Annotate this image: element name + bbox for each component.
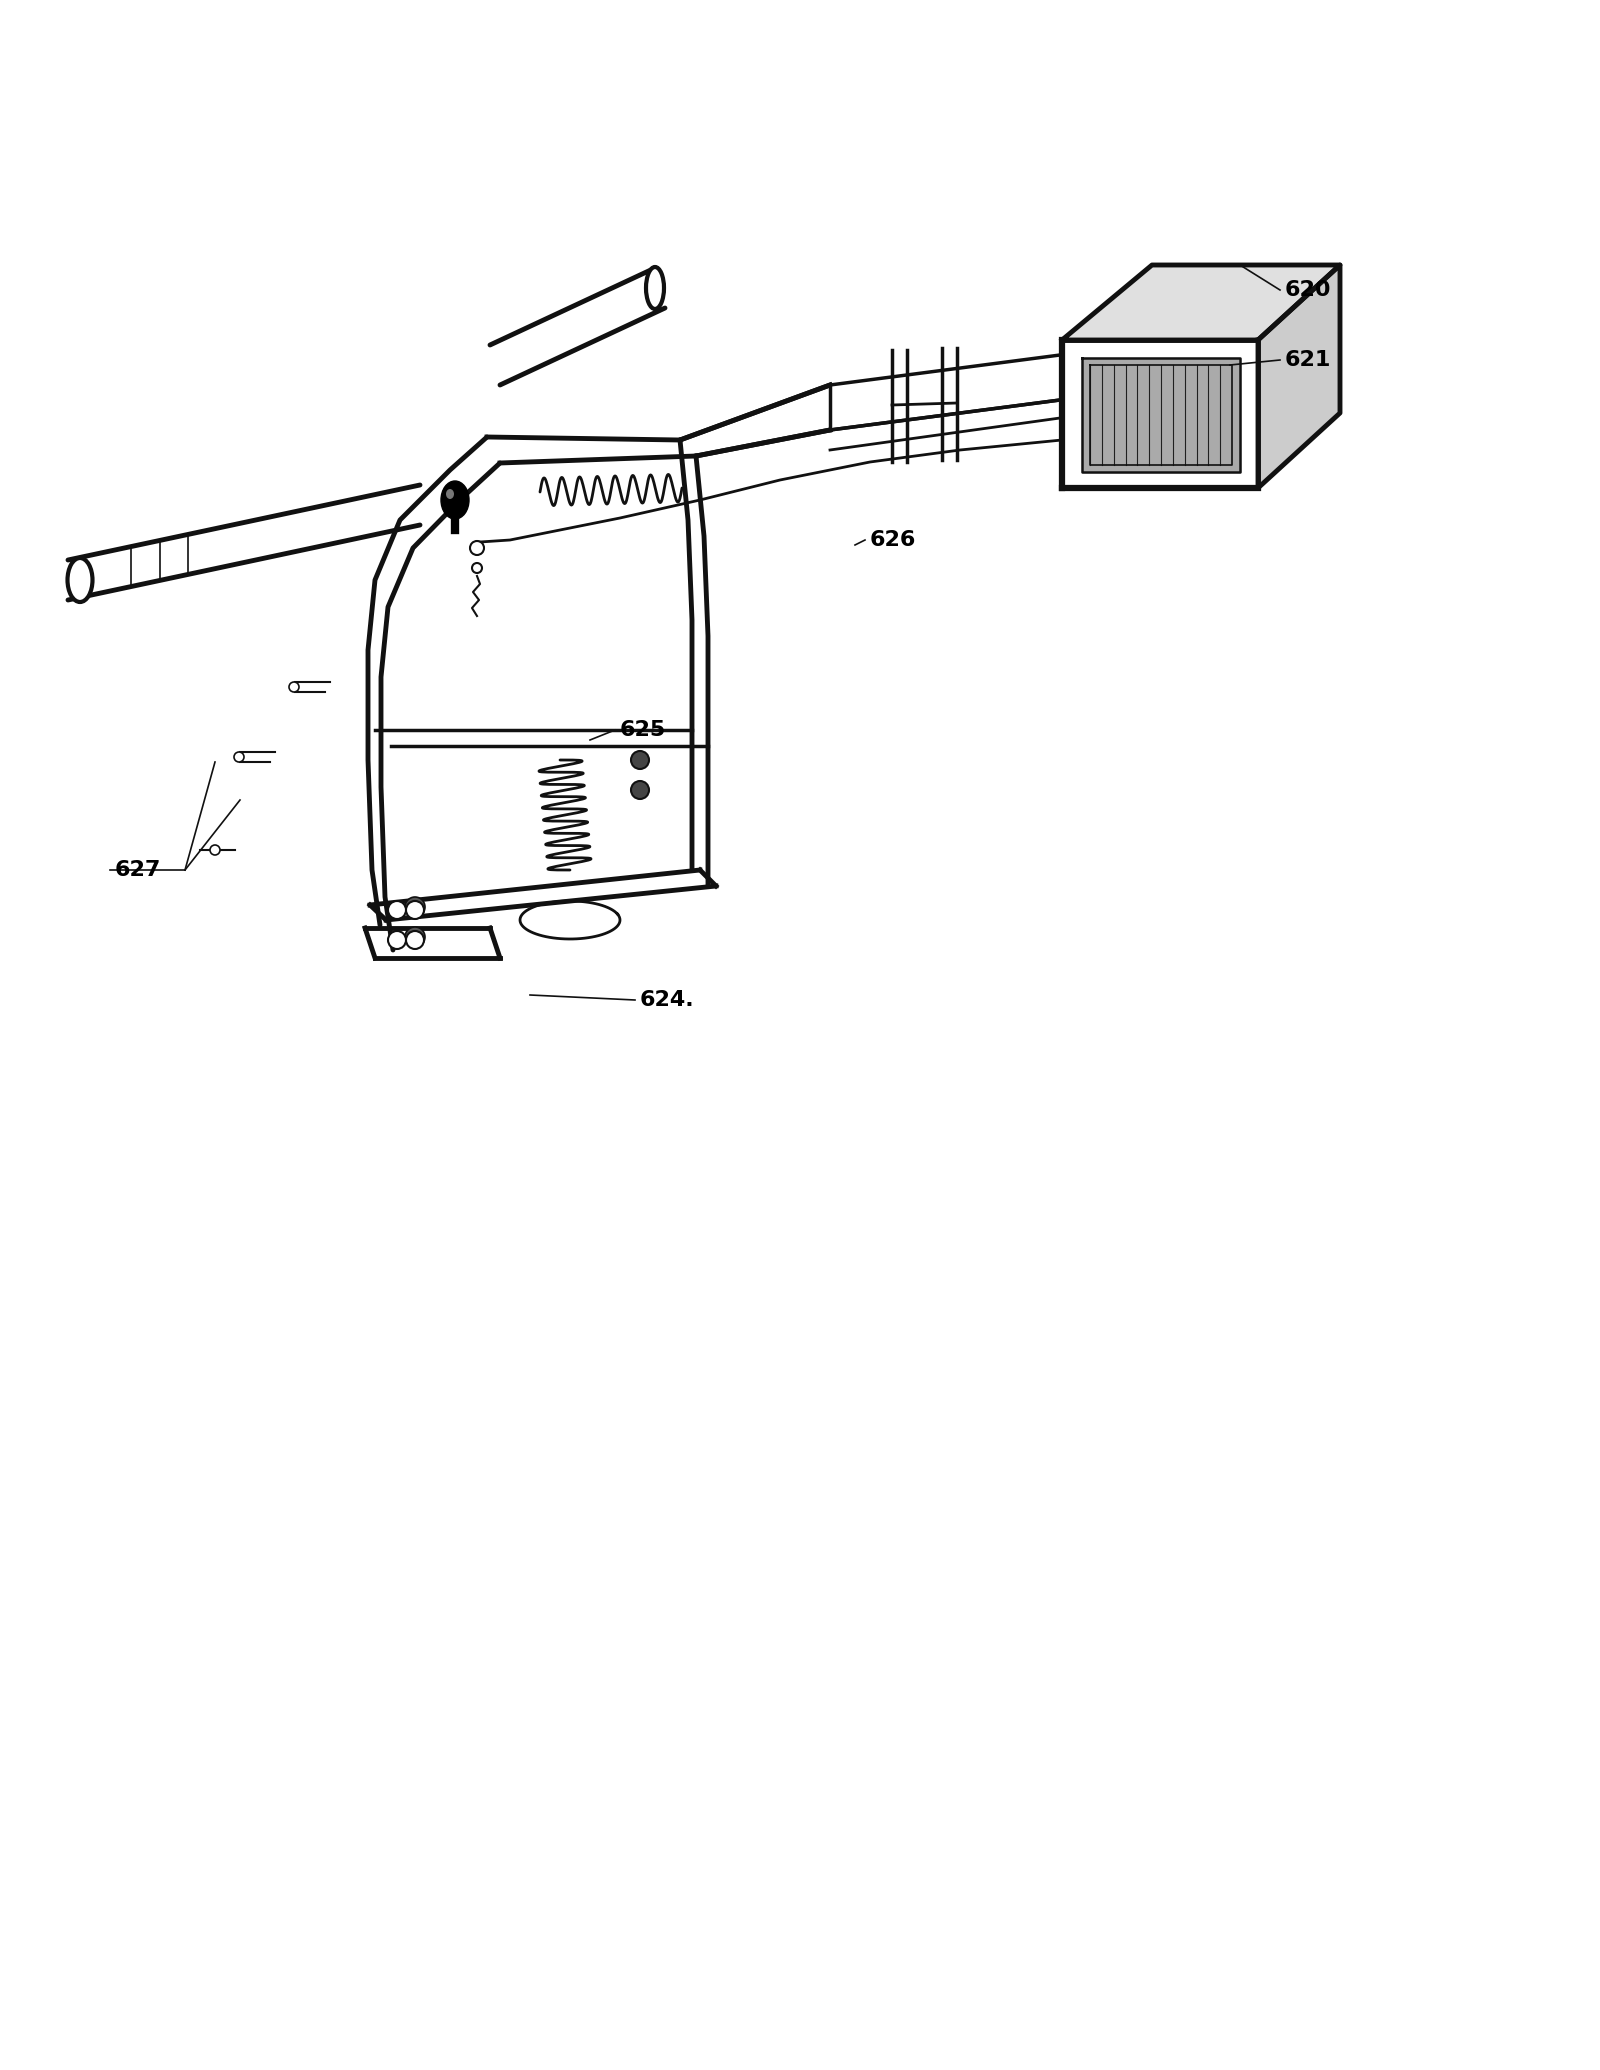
Polygon shape (680, 441, 707, 886)
Circle shape (470, 540, 483, 555)
Circle shape (387, 900, 406, 919)
Text: 624.: 624. (640, 989, 694, 1010)
Polygon shape (486, 437, 696, 464)
Ellipse shape (446, 489, 454, 499)
Text: 620: 620 (1285, 279, 1331, 300)
Polygon shape (1082, 358, 1240, 472)
Polygon shape (680, 385, 830, 455)
Ellipse shape (67, 559, 93, 602)
Polygon shape (67, 484, 419, 600)
Circle shape (387, 932, 406, 948)
Circle shape (406, 900, 424, 919)
Polygon shape (1062, 265, 1341, 339)
Polygon shape (368, 437, 499, 950)
Ellipse shape (442, 480, 469, 520)
Circle shape (630, 780, 650, 799)
Text: 625: 625 (621, 720, 666, 739)
Text: 621: 621 (1285, 350, 1331, 371)
Circle shape (405, 896, 426, 917)
Polygon shape (1258, 265, 1341, 489)
Text: 627: 627 (115, 859, 162, 880)
Polygon shape (370, 869, 717, 919)
Ellipse shape (646, 267, 664, 308)
Polygon shape (830, 354, 1059, 431)
Polygon shape (374, 731, 707, 745)
Polygon shape (490, 267, 666, 385)
Polygon shape (893, 350, 907, 462)
Circle shape (210, 845, 221, 855)
Polygon shape (1062, 339, 1258, 489)
Circle shape (405, 927, 426, 946)
Circle shape (406, 932, 424, 948)
Circle shape (630, 751, 650, 768)
Polygon shape (365, 927, 499, 958)
Circle shape (290, 681, 299, 691)
Polygon shape (942, 348, 957, 460)
Circle shape (472, 563, 482, 573)
Text: 626: 626 (870, 530, 917, 551)
Circle shape (234, 751, 243, 762)
